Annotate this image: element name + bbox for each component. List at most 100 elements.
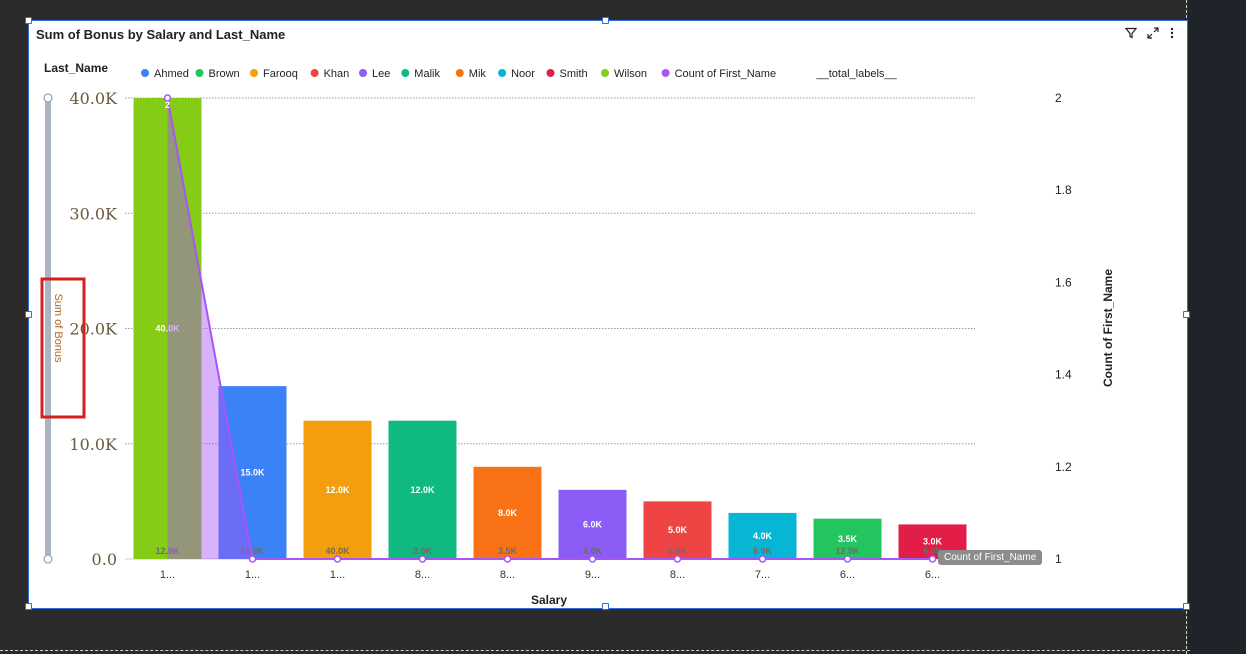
- more-options-icon[interactable]: [1169, 27, 1175, 42]
- legend-item-9[interactable]: Wilson: [614, 68, 647, 80]
- legend-marker-10: [661, 69, 670, 77]
- highlight-box: [40, 277, 86, 419]
- legend-item-7[interactable]: Noor: [511, 68, 535, 80]
- line-point[interactable]: [333, 555, 342, 563]
- legend-item-8[interactable]: Smith: [560, 68, 588, 80]
- legend-marker-7: [498, 69, 507, 77]
- line-point[interactable]: [503, 555, 512, 563]
- legend-marker-9: [601, 69, 609, 77]
- bar-value-label: 6.0K: [583, 519, 603, 529]
- legend-marker-8: [546, 69, 555, 77]
- expand-icon[interactable]: [1147, 27, 1159, 42]
- line-point[interactable]: [758, 555, 767, 563]
- total-label: 15.0K: [240, 546, 265, 556]
- legend-marker-1: [195, 69, 204, 77]
- legend-item-2[interactable]: Farooq: [263, 68, 298, 80]
- right-panel-background: [1188, 0, 1246, 654]
- bar[interactable]: [813, 518, 882, 559]
- x-tick-label: 6...: [925, 569, 940, 581]
- chart-title: Sum of Bonus by Salary and Last_Name: [36, 27, 286, 42]
- filter-icon[interactable]: [1124, 27, 1138, 42]
- legend-marker-5: [401, 69, 410, 77]
- bar-value-label: 12.0K: [410, 485, 435, 495]
- line-point[interactable]: [588, 555, 597, 563]
- legend-item-1[interactable]: Brown: [209, 68, 240, 80]
- bar[interactable]: [388, 420, 457, 559]
- y2-tick-label: 1.6: [1055, 275, 1072, 289]
- x-tick-label: 8...: [415, 569, 430, 581]
- legend-item-3[interactable]: Khan: [324, 68, 350, 80]
- legend-marker-4: [359, 69, 367, 77]
- line-point[interactable]: [843, 555, 852, 563]
- x-axis-title: Salary: [531, 593, 567, 607]
- legend-marker-3: [310, 69, 319, 77]
- resize-handle-bottom-right[interactable]: [1183, 603, 1190, 610]
- bar-value-label: 40.0K: [155, 324, 180, 334]
- bar-value-label: 8.0K: [498, 508, 518, 518]
- bar-value-label: 5.0K: [668, 525, 688, 535]
- bar[interactable]: [133, 98, 202, 559]
- total-label: 5.0K: [668, 546, 688, 556]
- resize-handle-right[interactable]: [1183, 311, 1190, 318]
- bar-value-label: 15.0K: [240, 468, 265, 478]
- y2-tick-label: 1.4: [1055, 368, 1072, 382]
- line-point[interactable]: [248, 555, 257, 563]
- legend-marker-6: [455, 69, 464, 77]
- legend-item-5[interactable]: Malik: [414, 68, 440, 80]
- resize-handle-bottom[interactable]: [602, 603, 609, 610]
- chart-tooltip: Count of First_Name: [938, 550, 1043, 565]
- legend-marker-2: [250, 69, 258, 77]
- x-tick-label: 8...: [670, 569, 685, 581]
- resize-handle-left[interactable]: [25, 311, 32, 318]
- y-tick-label: 20.0K: [69, 320, 118, 339]
- legend-item-0[interactable]: Ahmed: [154, 68, 189, 80]
- total-label: 8.0K: [923, 546, 943, 556]
- total-label: 6.0K: [753, 546, 773, 556]
- bar[interactable]: [643, 501, 712, 559]
- y2-tick-label: 1: [1055, 552, 1062, 566]
- y2-axis-title: Count of First_Name: [1101, 269, 1115, 387]
- bar[interactable]: [473, 466, 542, 559]
- bar[interactable]: [728, 512, 797, 559]
- total-label: 40.0K: [325, 546, 350, 556]
- line-point-label: 2: [165, 100, 170, 110]
- legend-item-10[interactable]: Count of First_Name: [675, 68, 776, 80]
- bar-value-label: 4.0K: [753, 531, 773, 541]
- line-point[interactable]: [928, 555, 937, 563]
- legend-item-6[interactable]: Mik: [469, 68, 487, 80]
- bar-value-label: 3.0K: [923, 537, 943, 547]
- line-point[interactable]: [163, 94, 172, 102]
- y2-tick-label: 1.2: [1055, 460, 1072, 474]
- total-label: 12.0K: [155, 546, 180, 556]
- legend-item-4[interactable]: Lee: [372, 68, 390, 80]
- x-tick-label: 1...: [245, 569, 260, 581]
- legend-marker-0: [141, 69, 149, 77]
- x-tick-label: 9...: [585, 569, 600, 581]
- bar-value-label: 12.0K: [325, 485, 350, 495]
- x-tick-label: 7...: [755, 569, 770, 581]
- line-point[interactable]: [418, 555, 427, 563]
- y-tick-label: 0.0: [92, 550, 117, 569]
- legend-item-11[interactable]: __total_labels__: [816, 68, 898, 80]
- x-tick-label: 1...: [330, 569, 345, 581]
- y-tick-label: 10.0K: [69, 435, 118, 454]
- x-tick-label: 1...: [160, 569, 175, 581]
- legend-title: Last_Name: [44, 61, 108, 75]
- total-label: 4.0K: [583, 546, 603, 556]
- line-series[interactable]: [166, 97, 933, 560]
- x-tick-label: 8...: [500, 569, 515, 581]
- dashed-guide-horizontal: [0, 650, 1190, 651]
- y-tick-label: 30.0K: [69, 204, 118, 223]
- y2-tick-label: 1.8: [1055, 183, 1072, 197]
- bar[interactable]: [558, 489, 627, 559]
- resize-handle-top-left[interactable]: [25, 17, 32, 24]
- resize-handle-bottom-left[interactable]: [25, 603, 32, 610]
- bar[interactable]: [218, 386, 287, 559]
- line-point[interactable]: [673, 555, 682, 563]
- resize-handle-top[interactable]: [602, 17, 609, 24]
- bar[interactable]: [303, 420, 372, 559]
- x-tick-label: 6...: [840, 569, 855, 581]
- range-slider-handle-bottom[interactable]: [43, 554, 53, 564]
- range-slider-handle-top[interactable]: [43, 93, 53, 103]
